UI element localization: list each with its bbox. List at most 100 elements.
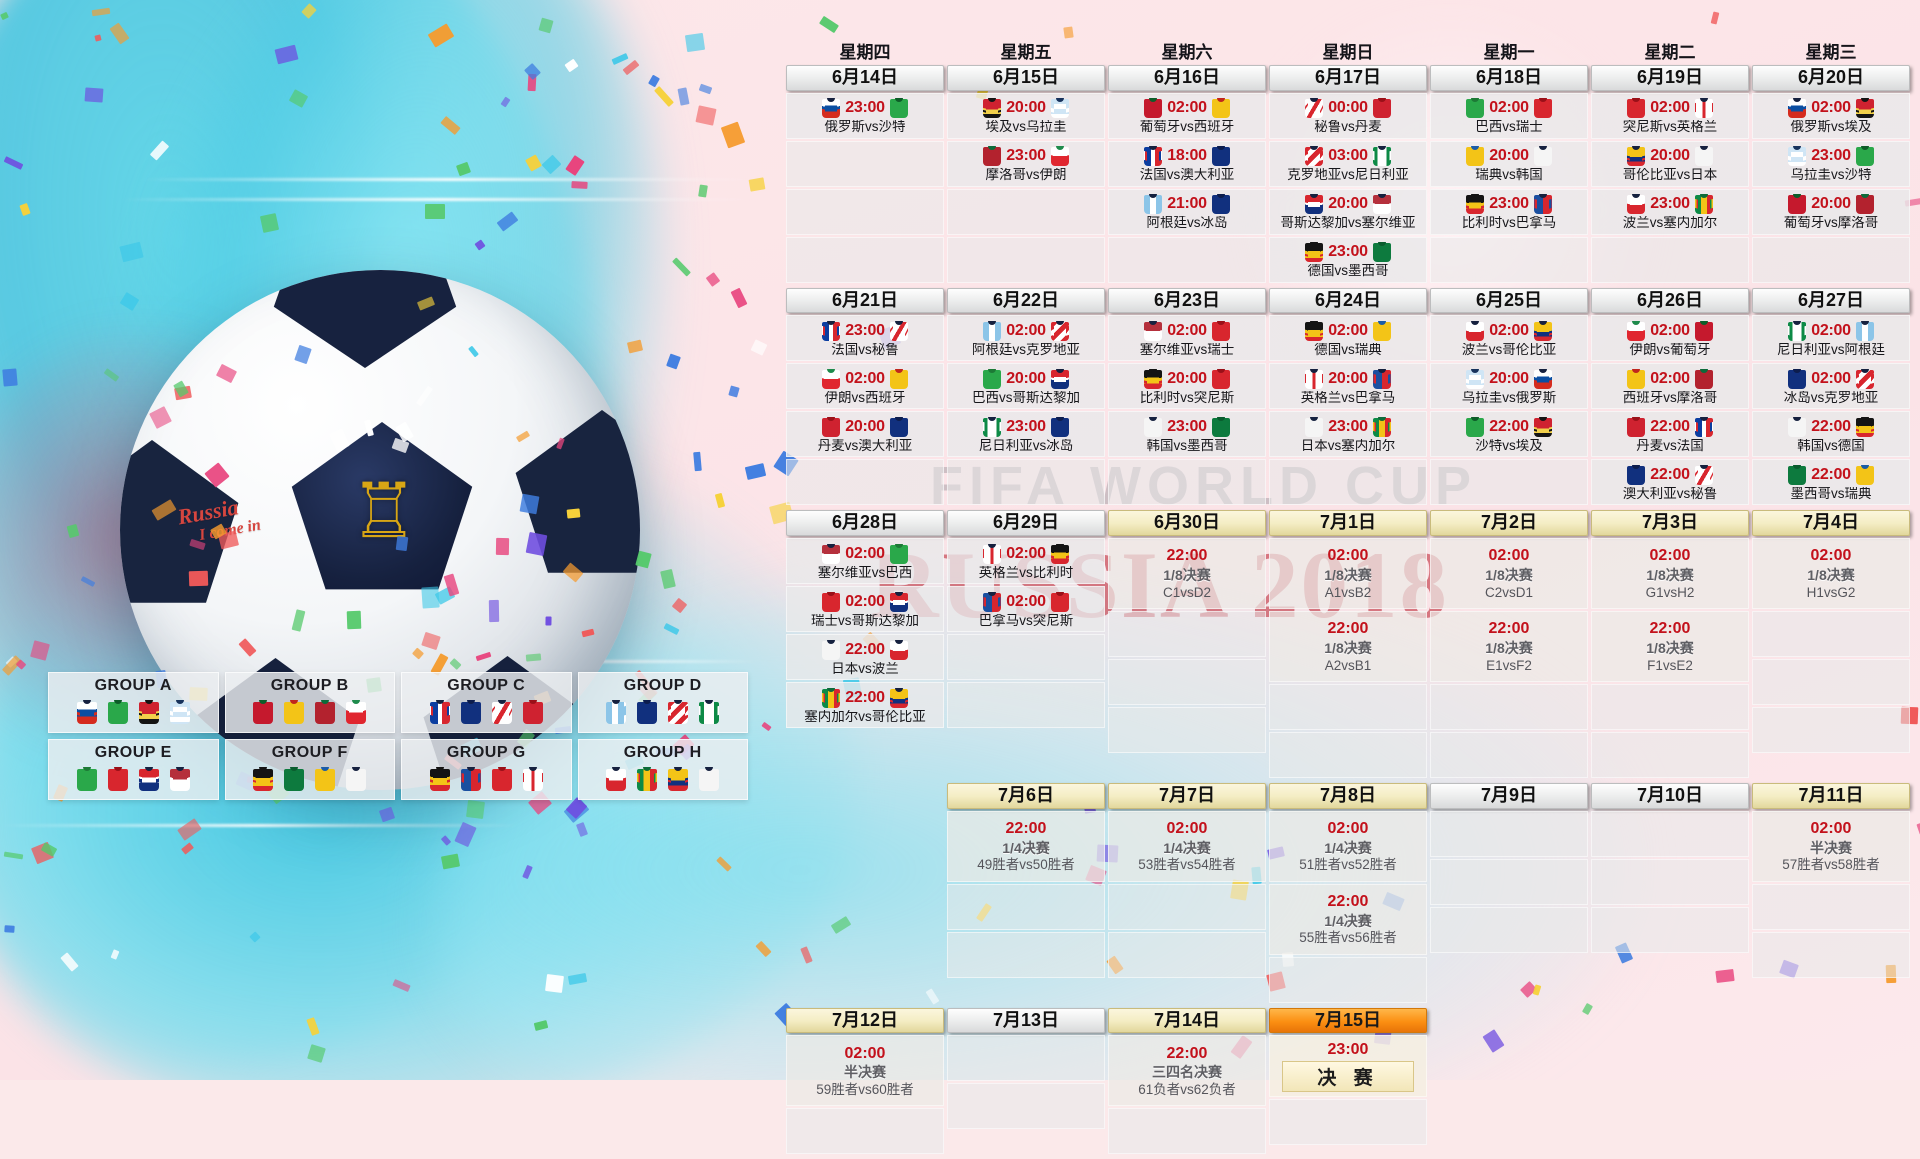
date-header-6月19日[interactable]: 6月19日: [1591, 65, 1749, 91]
group-box-group-a[interactable]: GROUP A: [48, 672, 219, 733]
match-cell[interactable]: 22:00 1/8决赛 A2vsB1: [1269, 611, 1427, 683]
date-header-7月3日[interactable]: 7月3日: [1591, 510, 1749, 537]
match-cell[interactable]: 23:00 日本vs塞内加尔: [1269, 411, 1427, 458]
match-cell[interactable]: 23:00 韩国vs墨西哥: [1108, 411, 1266, 458]
date-header-6月14日[interactable]: 6月14日: [786, 65, 944, 91]
match-cell[interactable]: 23:00 乌拉圭vs沙特: [1752, 140, 1910, 187]
match-cell[interactable]: 02:00 1/8决赛 C2vsD1: [1430, 538, 1588, 610]
date-header-6月22日[interactable]: 6月22日: [947, 287, 1105, 314]
match-cell[interactable]: 02:00 1/8决赛 H1vsG2: [1752, 538, 1910, 610]
date-header-6月26日[interactable]: 6月26日: [1591, 287, 1749, 314]
date-header-6月23日[interactable]: 6月23日: [1108, 287, 1266, 314]
date-header-6月16日[interactable]: 6月16日: [1108, 65, 1266, 91]
match-cell[interactable]: 22:00 日本vs波兰: [786, 634, 944, 681]
date-header-7月10日[interactable]: 7月10日: [1591, 783, 1749, 809]
date-header-6月17日[interactable]: 6月17日: [1269, 65, 1427, 91]
match-cell[interactable]: 20:00 哥伦比亚vs日本: [1591, 140, 1749, 187]
date-header-6月25日[interactable]: 6月25日: [1430, 287, 1588, 314]
match-cell[interactable]: 02:00 西班牙vs摩洛哥: [1591, 363, 1749, 410]
match-cell[interactable]: 23:00 波兰vs塞内加尔: [1591, 188, 1749, 235]
group-box-group-e[interactable]: GROUP E: [48, 739, 219, 800]
match-cell[interactable]: 20:00 哥斯达黎加vs塞尔维亚: [1269, 188, 1427, 235]
match-cell[interactable]: 22:00 墨西哥vs瑞典: [1752, 459, 1910, 506]
date-header-7月12日[interactable]: 7月12日: [786, 1007, 944, 1034]
date-header-6月29日[interactable]: 6月29日: [947, 510, 1105, 537]
match-cell[interactable]: 02:00 波兰vs哥伦比亚: [1430, 315, 1588, 362]
match-cell[interactable]: 21:00 阿根廷vs冰岛: [1108, 188, 1266, 235]
match-cell[interactable]: 03:00 克罗地亚vs尼日利亚: [1269, 140, 1427, 187]
match-cell[interactable]: 23:00 决 赛: [1269, 1035, 1427, 1098]
match-cell[interactable]: 02:00 阿根廷vs克罗地亚: [947, 315, 1105, 362]
date-header-6月27日[interactable]: 6月27日: [1752, 287, 1910, 314]
match-cell[interactable]: 02:00 1/4决赛 53胜者vs54胜者: [1108, 810, 1266, 882]
match-cell[interactable]: 02:00 伊朗vs葡萄牙: [1591, 315, 1749, 362]
match-cell[interactable]: 23:00 俄罗斯vs沙特: [786, 92, 944, 139]
date-header-6月28日[interactable]: 6月28日: [786, 510, 944, 537]
match-cell[interactable]: 02:00 冰岛vs克罗地亚: [1752, 363, 1910, 410]
date-header-6月24日[interactable]: 6月24日: [1269, 287, 1427, 314]
match-cell[interactable]: 20:00 丹麦vs澳大利亚: [786, 411, 944, 458]
match-cell[interactable]: 20:00 埃及vs乌拉圭: [947, 92, 1105, 139]
group-box-group-f[interactable]: GROUP F: [224, 739, 395, 800]
match-cell[interactable]: 23:00 摩洛哥vs伊朗: [947, 140, 1105, 187]
date-header-6月30日[interactable]: 6月30日: [1108, 510, 1266, 537]
match-cell[interactable]: 02:00 1/8决赛 G1vsH2: [1591, 538, 1749, 610]
match-cell[interactable]: 22:00 1/8决赛 E1vsF2: [1430, 611, 1588, 683]
match-cell[interactable]: 22:00 韩国vs德国: [1752, 411, 1910, 458]
match-cell[interactable]: 02:00 巴西vs瑞士: [1430, 92, 1588, 139]
match-cell[interactable]: 20:00 乌拉圭vs俄罗斯: [1430, 363, 1588, 410]
date-header-6月20日[interactable]: 6月20日: [1752, 65, 1910, 91]
group-box-group-b[interactable]: GROUP B: [224, 672, 395, 733]
match-cell[interactable]: 23:00 法国vs秘鲁: [786, 315, 944, 362]
match-cell[interactable]: 18:00 法国vs澳大利亚: [1108, 140, 1266, 187]
match-cell[interactable]: 02:00 瑞士vs哥斯达黎加: [786, 586, 944, 633]
match-cell[interactable]: 22:00 三四名决赛 61负者vs62负者: [1108, 1035, 1266, 1107]
match-cell[interactable]: 22:00 塞内加尔vs哥伦比亚: [786, 682, 944, 729]
match-cell[interactable]: 02:00 俄罗斯vs埃及: [1752, 92, 1910, 139]
date-header-6月15日[interactable]: 6月15日: [947, 65, 1105, 91]
match-cell[interactable]: 20:00 比利时vs突尼斯: [1108, 363, 1266, 410]
match-cell[interactable]: 20:00 瑞典vs韩国: [1430, 140, 1588, 187]
group-box-group-c[interactable]: GROUP C: [401, 672, 572, 733]
match-cell[interactable]: 02:00 1/4决赛 51胜者vs52胜者: [1269, 810, 1427, 882]
match-cell[interactable]: 02:00 伊朗vs西班牙: [786, 363, 944, 410]
match-cell[interactable]: 02:00 德国vs瑞典: [1269, 315, 1427, 362]
date-header-7月6日[interactable]: 7月6日: [947, 783, 1105, 809]
date-header-7月7日[interactable]: 7月7日: [1108, 783, 1266, 809]
date-header-7月13日[interactable]: 7月13日: [947, 1007, 1105, 1034]
match-cell[interactable]: 22:00 澳大利亚vs秘鲁: [1591, 459, 1749, 506]
match-cell[interactable]: 22:00 丹麦vs法国: [1591, 411, 1749, 458]
match-cell[interactable]: 02:00 塞尔维亚vs巴西: [786, 538, 944, 585]
match-cell[interactable]: 20:00 英格兰vs巴拿马: [1269, 363, 1427, 410]
match-cell[interactable]: 23:00 比利时vs巴拿马: [1430, 188, 1588, 235]
match-cell[interactable]: 02:00 半决赛 57胜者vs58胜者: [1752, 810, 1910, 882]
match-cell[interactable]: 02:00 半决赛 59胜者vs60胜者: [786, 1035, 944, 1107]
date-header-6月18日[interactable]: 6月18日: [1430, 65, 1588, 91]
match-cell[interactable]: 02:00 葡萄牙vs西班牙: [1108, 92, 1266, 139]
match-cell[interactable]: 00:00 秘鲁vs丹麦: [1269, 92, 1427, 139]
match-cell[interactable]: 20:00 巴西vs哥斯达黎加: [947, 363, 1105, 410]
match-cell[interactable]: 22:00 1/4决赛 55胜者vs56胜者: [1269, 883, 1427, 955]
date-header-7月11日[interactable]: 7月11日: [1752, 783, 1910, 809]
date-header-7月2日[interactable]: 7月2日: [1430, 510, 1588, 537]
match-cell[interactable]: 22:00 沙特vs埃及: [1430, 411, 1588, 458]
match-cell[interactable]: 02:00 英格兰vs比利时: [947, 538, 1105, 585]
group-box-group-d[interactable]: GROUP D: [577, 672, 748, 733]
match-cell[interactable]: 02:00 巴拿马vs突尼斯: [947, 586, 1105, 633]
group-box-group-g[interactable]: GROUP G: [401, 739, 572, 800]
match-cell[interactable]: 23:00 尼日利亚vs冰岛: [947, 411, 1105, 458]
date-header-7月14日[interactable]: 7月14日: [1108, 1007, 1266, 1034]
date-header-7月4日[interactable]: 7月4日: [1752, 510, 1910, 537]
date-header-7月15日[interactable]: 7月15日: [1269, 1007, 1427, 1034]
match-cell[interactable]: 02:00 1/8决赛 A1vsB2: [1269, 538, 1427, 610]
match-cell[interactable]: 02:00 尼日利亚vs阿根廷: [1752, 315, 1910, 362]
group-box-group-h[interactable]: GROUP H: [577, 739, 748, 800]
match-cell[interactable]: 22:00 1/8决赛 C1vsD2: [1108, 538, 1266, 610]
date-header-7月8日[interactable]: 7月8日: [1269, 783, 1427, 809]
match-cell[interactable]: 22:00 1/8决赛 F1vsE2: [1591, 611, 1749, 683]
date-header-7月1日[interactable]: 7月1日: [1269, 510, 1427, 537]
match-cell[interactable]: 02:00 突尼斯vs英格兰: [1591, 92, 1749, 139]
match-cell[interactable]: 02:00 塞尔维亚vs瑞士: [1108, 315, 1266, 362]
match-cell[interactable]: 20:00 葡萄牙vs摩洛哥: [1752, 188, 1910, 235]
match-cell[interactable]: 23:00 德国vs墨西哥: [1269, 236, 1427, 283]
